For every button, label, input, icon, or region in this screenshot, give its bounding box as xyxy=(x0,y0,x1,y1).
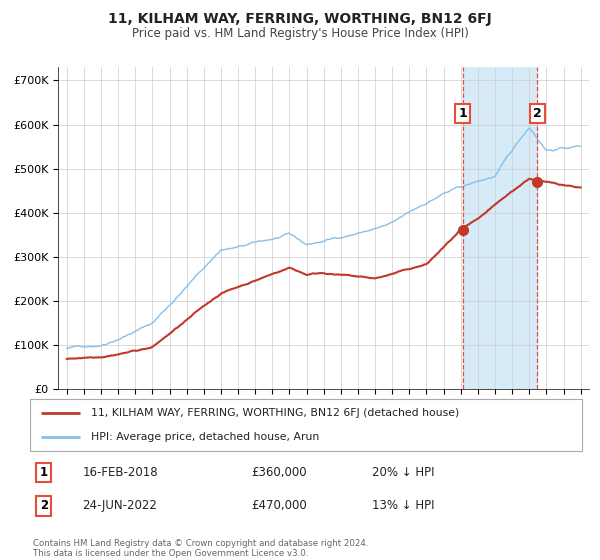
Text: 11, KILHAM WAY, FERRING, WORTHING, BN12 6FJ (detached house): 11, KILHAM WAY, FERRING, WORTHING, BN12 … xyxy=(91,408,459,418)
Text: 13% ↓ HPI: 13% ↓ HPI xyxy=(372,499,435,512)
Text: HPI: Average price, detached house, Arun: HPI: Average price, detached house, Arun xyxy=(91,432,319,442)
Text: 1: 1 xyxy=(458,107,467,120)
Text: 1: 1 xyxy=(40,466,48,479)
Text: £360,000: £360,000 xyxy=(251,466,307,479)
Text: 2: 2 xyxy=(533,107,542,120)
FancyBboxPatch shape xyxy=(30,399,582,451)
Text: 24-JUN-2022: 24-JUN-2022 xyxy=(82,499,157,512)
Text: 11, KILHAM WAY, FERRING, WORTHING, BN12 6FJ: 11, KILHAM WAY, FERRING, WORTHING, BN12 … xyxy=(108,12,492,26)
Text: Contains HM Land Registry data © Crown copyright and database right 2024.
This d: Contains HM Land Registry data © Crown c… xyxy=(33,539,368,558)
Text: 2: 2 xyxy=(40,499,48,512)
Text: 20% ↓ HPI: 20% ↓ HPI xyxy=(372,466,435,479)
Text: 16-FEB-2018: 16-FEB-2018 xyxy=(82,466,158,479)
Text: Price paid vs. HM Land Registry's House Price Index (HPI): Price paid vs. HM Land Registry's House … xyxy=(131,27,469,40)
Bar xyxy=(463,67,538,389)
Text: £470,000: £470,000 xyxy=(251,499,307,512)
